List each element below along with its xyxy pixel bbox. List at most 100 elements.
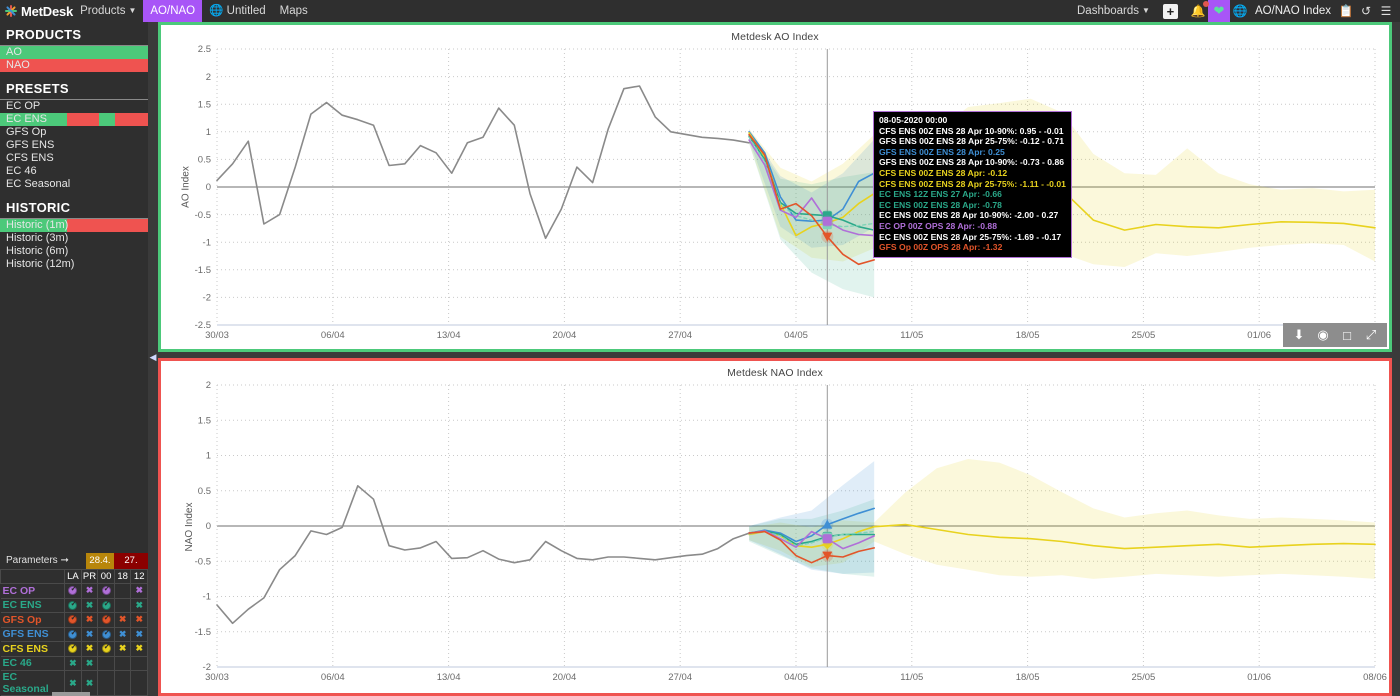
empty-cell xyxy=(113,670,132,696)
cross-icon[interactable]: ✖ xyxy=(80,597,99,613)
cross-icon[interactable]: ✖ xyxy=(80,626,99,642)
item-label: CFS ENS xyxy=(6,152,54,164)
camera-icon[interactable]: ◉ xyxy=(1317,327,1329,342)
sidebar-item-gfs-ens[interactable]: GFS ENS xyxy=(0,139,148,152)
sidebar-item-historic-3m[interactable]: Historic (3m) xyxy=(0,232,148,245)
parameters-row: EC 46 ✖ ✖ xyxy=(0,655,148,671)
chart-title-ao: Metdesk AO Index xyxy=(731,31,819,43)
data-point-marker[interactable] xyxy=(822,519,833,529)
sidebar-item-historic-6m[interactable]: Historic (6m) xyxy=(0,245,148,258)
svg-text:08/06: 08/06 xyxy=(1363,672,1387,683)
empty-cell xyxy=(97,655,115,671)
check-dot-icon[interactable] xyxy=(97,626,115,642)
expand-icon[interactable]: ⤢ xyxy=(1365,327,1377,342)
data-point-marker[interactable] xyxy=(822,551,833,561)
sidebar-collapse-handle[interactable]: ◀ xyxy=(148,345,158,369)
cross-icon[interactable]: ✖ xyxy=(130,626,148,642)
svg-text:13/04: 13/04 xyxy=(437,330,461,341)
cross-icon[interactable]: ✖ xyxy=(130,612,148,628)
sidebar-item-nao[interactable]: NAO xyxy=(0,59,148,72)
menu-dashboards-label: Dashboards xyxy=(1077,5,1140,17)
data-point-marker[interactable] xyxy=(822,534,832,544)
sidebar-item-ec-46[interactable]: EC 46 xyxy=(0,165,148,178)
check-dot-icon[interactable] xyxy=(97,612,115,628)
refresh-icon[interactable]: ↺ xyxy=(1360,4,1372,18)
svg-text:-2: -2 xyxy=(203,293,211,304)
cross-icon[interactable]: ✖ xyxy=(80,655,99,671)
cross-icon[interactable]: ✖ xyxy=(80,641,99,657)
notification-badge xyxy=(1202,1,1209,7)
param-col-header-la: LA xyxy=(64,568,82,584)
tooltip-line: GFS ENS 00Z ENS 28 Apr 10-90%: -0.73 - 0… xyxy=(879,157,1065,168)
param-col-header-00: 00 xyxy=(97,568,115,584)
sidebar-item-ec-seasonal[interactable]: EC Seasonal xyxy=(0,178,148,191)
chart-line xyxy=(748,530,875,546)
cross-icon[interactable]: ✖ xyxy=(64,655,82,671)
check-dot-icon[interactable] xyxy=(97,597,115,613)
data-point-marker[interactable] xyxy=(822,216,832,226)
horizontal-scrollbar[interactable] xyxy=(52,692,90,696)
plot-area-ao[interactable]: 2.5 2 1.5 1 0.5 0 -0.5 -1 -1.5 -2 -2.5 30/03 06/04 13… xyxy=(161,25,1389,349)
chart-panel-ao: Metdesk AO Index AO Index 2.5 2 1.5 1 0.5 0 -0… xyxy=(158,22,1392,352)
menu-dashboards[interactable]: Dashboards ▼ xyxy=(1070,0,1157,22)
svg-text:13/04: 13/04 xyxy=(437,672,461,683)
check-dot-icon[interactable] xyxy=(64,641,82,657)
item-label: EC OP xyxy=(6,100,41,112)
check-dot-icon[interactable] xyxy=(97,583,115,599)
cross-icon[interactable]: ✖ xyxy=(80,612,99,628)
tooltip-line: EC ENS 00Z ENS 28 Apr 10-90%: -2.00 - 0.… xyxy=(879,210,1059,221)
check-dot-icon[interactable] xyxy=(97,641,115,657)
data-point-marker[interactable] xyxy=(822,232,833,242)
parameters-row-label: EC 46 xyxy=(0,655,66,671)
chart-line xyxy=(748,133,875,266)
empty-cell xyxy=(130,670,148,696)
parameters-row-label: EC ENS xyxy=(0,597,66,613)
document-title[interactable]: 🌐 Untitled xyxy=(202,0,273,22)
add-dashboard-button[interactable]: + xyxy=(1162,3,1178,19)
cross-icon[interactable]: ✖ xyxy=(130,583,148,599)
download-icon[interactable]: ⬇ xyxy=(1293,327,1305,342)
status-bars xyxy=(0,219,148,232)
cross-icon[interactable]: ✖ xyxy=(113,641,132,657)
parameters-table-body: EC OP✖✖EC ENS✖✖GFS Op✖✖✖GFS ENS✖✖✖CFS EN… xyxy=(0,583,148,696)
menu-maps[interactable]: Maps xyxy=(279,5,308,17)
sidebar-item-ec-ens[interactable]: EC ENS xyxy=(0,113,148,126)
sidebar-item-ao[interactable]: AO xyxy=(0,46,148,59)
globe-icon[interactable]: 🌐 xyxy=(1232,4,1248,18)
cross-icon[interactable]: ✖ xyxy=(80,583,99,599)
hamburger-menu-icon[interactable]: ☰ xyxy=(1380,4,1392,18)
item-label: Historic (6m) xyxy=(6,245,69,257)
item-label: Historic (1m) xyxy=(6,219,69,231)
tooltip-line: CFS ENS 00Z ENS 28 Apr 10-90%: 0.95 - -0… xyxy=(879,125,1064,136)
copy-icon[interactable]: 📋 xyxy=(1338,4,1354,18)
cross-icon[interactable]: ✖ xyxy=(130,641,148,657)
sidebar-item-cfs-ens[interactable]: CFS ENS xyxy=(0,152,148,165)
cross-icon[interactable]: ✖ xyxy=(113,612,132,628)
check-dot-icon[interactable] xyxy=(64,612,82,628)
chart-band xyxy=(749,459,1375,579)
check-dot-icon[interactable] xyxy=(64,583,82,599)
tooltip-ao-date: 08-05-2020 00:00 xyxy=(879,115,948,125)
app-logo[interactable]: MetDesk xyxy=(0,4,73,19)
sidebar-item-ec-op[interactable]: EC OP xyxy=(0,100,148,113)
item-label: EC Seasonal xyxy=(6,178,71,190)
sidebar-item-gfs-op[interactable]: GFS Op xyxy=(0,126,148,139)
cross-icon[interactable]: ✖ xyxy=(130,597,148,613)
tab-aonao[interactable]: AO/NAO xyxy=(143,0,203,22)
square-icon[interactable]: □ xyxy=(1343,327,1351,343)
sidebar-item-historic-1m[interactable]: Historic (1m) xyxy=(0,219,148,232)
sidebar-item-historic-12m[interactable]: Historic (12m) xyxy=(0,258,148,271)
svg-text:1: 1 xyxy=(206,451,211,462)
plot-area-nao[interactable]: 2 1.5 1 0.5 0 -0.5 -1 -1.5 -2 30/03 06/04 13/04 20/0… xyxy=(161,361,1389,693)
menu-products[interactable]: Products ▼ xyxy=(73,0,143,22)
cross-icon[interactable]: ✖ xyxy=(113,626,132,642)
chart-panel-nao: Metdesk NAO Index NAO Index 2 1.5 1 0.5 0 -0.… xyxy=(158,358,1392,696)
svg-text:1.5: 1.5 xyxy=(198,99,211,110)
notifications-bell-icon[interactable]: 🔔 xyxy=(1188,0,1209,22)
check-dot-icon[interactable] xyxy=(64,597,82,613)
favourite-heart-icon[interactable]: ❤ xyxy=(1207,0,1230,22)
svg-text:27/04: 27/04 xyxy=(668,672,692,683)
check-dot-icon[interactable] xyxy=(64,626,82,642)
chart-band xyxy=(749,461,875,574)
